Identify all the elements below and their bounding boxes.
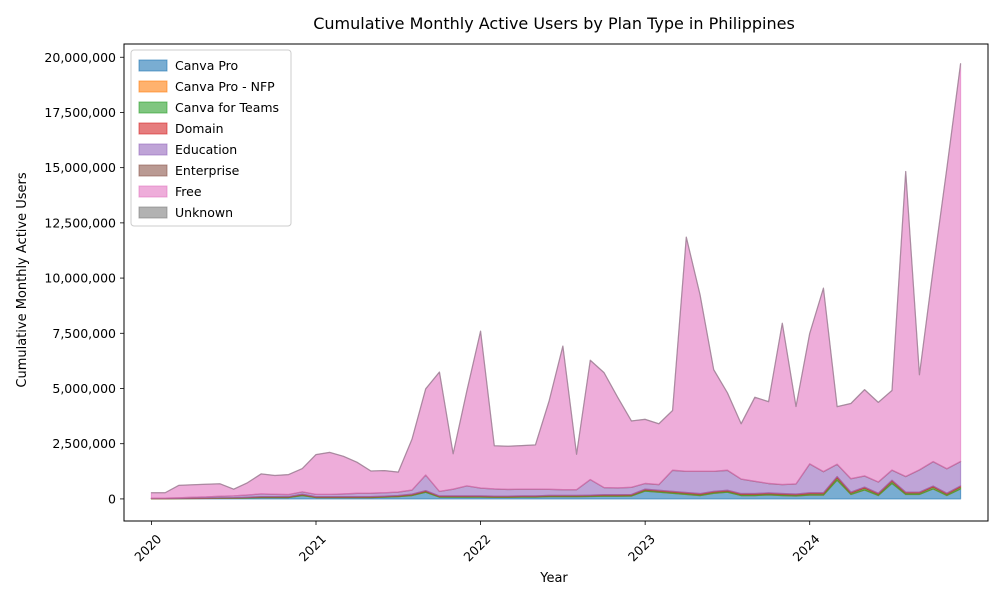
legend-swatch [138, 59, 168, 72]
legend-swatch [138, 101, 168, 114]
y-tick-label: 15,000,000 [44, 160, 116, 175]
legend-swatch [138, 164, 168, 177]
y-tick-label: 10,000,000 [44, 271, 116, 286]
legend-box [130, 49, 292, 227]
legend-label: Canva for Teams [175, 100, 279, 115]
x-tick-label: 2020 [131, 531, 164, 564]
y-tick-label: 20,000,000 [44, 50, 116, 65]
legend-label: Education [175, 142, 237, 157]
chart-title: Cumulative Monthly Active Users by Plan … [313, 14, 795, 33]
legend-swatch [138, 122, 168, 135]
legend-label: Enterprise [175, 163, 240, 178]
x-tick-label: 2023 [625, 531, 658, 564]
legend-label: Canva Pro [175, 58, 238, 73]
y-tick-label: 7,500,000 [52, 326, 116, 341]
legend-label: Domain [175, 121, 224, 136]
areas-layer [150, 63, 962, 500]
legend-swatch [138, 80, 168, 93]
legend-swatch [138, 143, 168, 156]
y-tick-label: 12,500,000 [44, 215, 116, 230]
legend-swatch [138, 185, 168, 198]
area-series-7 [150, 63, 962, 494]
x-tick-label: 2022 [460, 531, 493, 564]
x-tick-label: 2024 [790, 531, 823, 564]
x-tick-label: 2021 [296, 531, 329, 564]
legend-label: Free [175, 184, 202, 199]
y-tick-label: 2,500,000 [52, 436, 116, 451]
y-tick-label: 5,000,000 [52, 381, 116, 396]
y-tick-label: 0 [108, 491, 116, 506]
x-axis-label: Year [539, 571, 568, 586]
legend-label: Unknown [175, 205, 233, 220]
legend-swatch [138, 206, 168, 219]
plot-frame [123, 43, 989, 522]
y-axis-label: Cumulative Monthly Active Users [15, 172, 30, 387]
legend-label: Canva Pro - NFP [175, 79, 275, 94]
y-tick-label: 17,500,000 [44, 105, 116, 120]
legend: Canva Pro Canva Pro - NFP Canva for Teams D… [130, 49, 292, 227]
y-axis: 0 2,500,000 5,000,000 7,500,000 10,000,000 12… [44, 50, 124, 506]
x-axis: 2020 2021 2022 2023 2024 [131, 521, 823, 564]
